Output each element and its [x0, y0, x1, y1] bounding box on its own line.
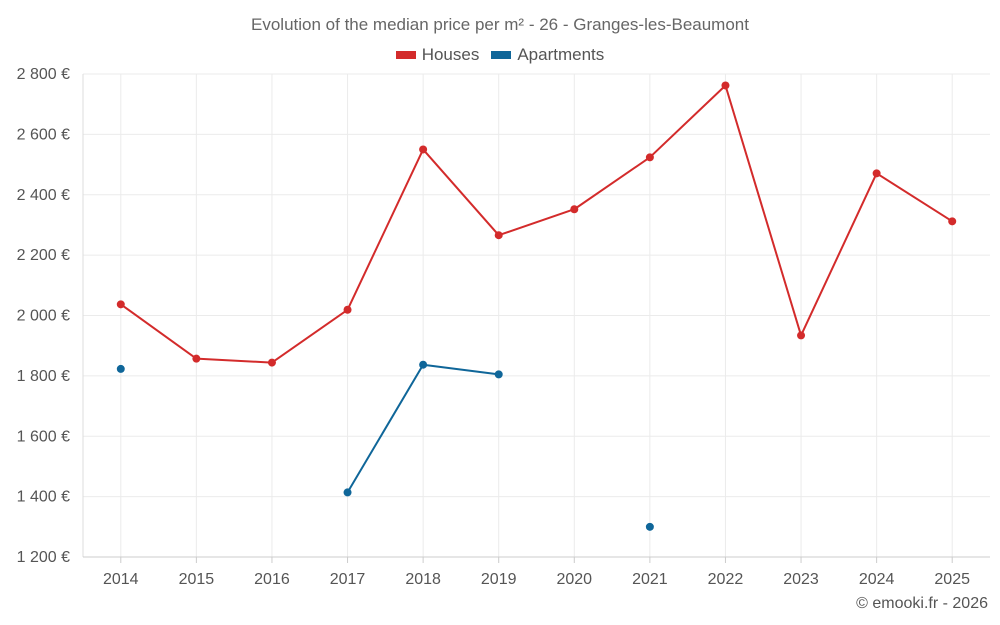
y-tick-label: 1 600 € — [17, 428, 70, 445]
series-line-houses — [120, 84, 953, 364]
data-point-houses — [419, 145, 428, 154]
data-point-apartments — [645, 522, 654, 531]
x-tick-label: 2020 — [556, 571, 592, 588]
data-point-houses — [116, 300, 125, 309]
x-tick-label: 2016 — [254, 571, 290, 588]
x-tick-label: 2019 — [481, 571, 517, 588]
credit-text: © emooki.fr - 2026 — [856, 595, 988, 612]
y-tick-label: 2 000 € — [17, 308, 70, 325]
data-point-houses — [872, 169, 881, 178]
legend-label-apartments: Apartments — [517, 45, 605, 64]
series-layer — [116, 81, 957, 531]
x-tick-label: 2024 — [859, 571, 895, 588]
legend-label-houses: Houses — [421, 45, 480, 64]
data-point-houses — [192, 354, 201, 363]
x-tick-label: 2021 — [632, 571, 668, 588]
x-tick-label: 2018 — [405, 571, 441, 588]
grid — [83, 73, 990, 558]
data-point-houses — [721, 81, 730, 90]
data-point-houses — [267, 358, 276, 367]
x-tick-label: 2025 — [934, 571, 970, 588]
axes: 1 200 € 1 400 € 1 600 € 1 800 € 2 000 € 2 200… — [17, 66, 990, 588]
x-tick-label: 2014 — [103, 571, 139, 588]
legend-item-houses[interactable]: Houses — [395, 45, 480, 65]
data-point-apartments — [494, 370, 503, 379]
y-tick-label: 1 800 € — [17, 368, 70, 385]
y-tick-label: 2 600 € — [17, 126, 70, 143]
y-tick-label: 2 200 € — [17, 247, 70, 264]
data-point-houses — [645, 153, 654, 162]
y-tick-label: 2 800 € — [17, 66, 70, 83]
legend-swatch-apartments — [491, 51, 512, 59]
x-tick-label: 2015 — [179, 571, 215, 588]
x-tick-label: 2023 — [783, 571, 819, 588]
data-point-houses — [797, 331, 806, 340]
y-tick-label: 2 400 € — [17, 187, 70, 204]
data-point-houses — [948, 217, 957, 226]
data-point-houses — [494, 231, 503, 240]
x-tick-label: 2022 — [708, 571, 744, 588]
legend-item-apartments[interactable]: Apartments — [491, 45, 604, 65]
y-tick-label: 1 400 € — [17, 489, 70, 506]
data-point-apartments — [419, 360, 428, 369]
y-tick-label: 1 200 € — [17, 549, 70, 566]
data-point-houses — [570, 205, 579, 214]
data-point-apartments — [343, 488, 352, 497]
x-tick-label: 2017 — [330, 571, 366, 588]
data-point-apartments — [116, 364, 125, 373]
chart-title: Evolution of the median price per m² - 2… — [251, 15, 749, 34]
legend-swatch-houses — [395, 51, 416, 59]
data-point-houses — [343, 305, 352, 314]
legend: Houses Apartments — [0, 45, 1000, 65]
